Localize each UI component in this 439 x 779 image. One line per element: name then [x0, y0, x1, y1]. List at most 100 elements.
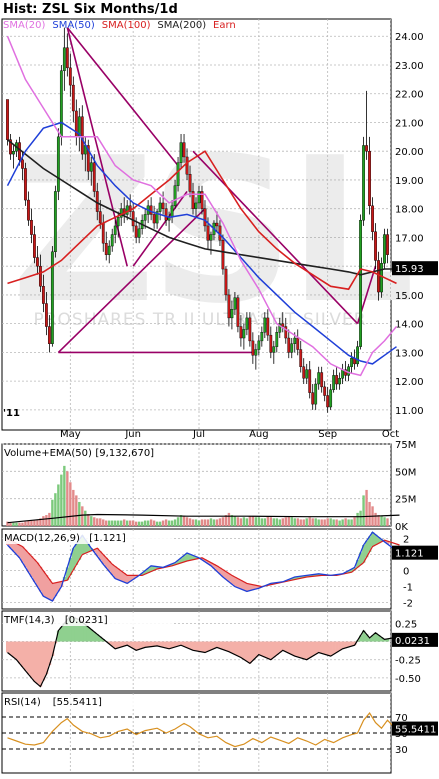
volume-bar: [66, 471, 68, 526]
volume-bar: [359, 511, 361, 526]
tmf-area-bar: [272, 642, 275, 658]
candle-body: [114, 226, 116, 235]
tmf-area-bar: [251, 642, 254, 661]
legend-sma200: SMA(200): [157, 20, 206, 31]
volume-bar: [123, 519, 125, 526]
tmf-label-value: [0.0231]: [65, 615, 108, 626]
macd-value-badge: 1.121: [395, 549, 424, 560]
volume-bar: [267, 516, 269, 526]
tmf-area-bar: [60, 627, 63, 642]
tmf-area-bar: [209, 642, 212, 650]
candle-body: [237, 298, 239, 327]
candle-body: [300, 350, 302, 367]
tmf-area-bar: [165, 642, 168, 649]
tmf-area-bar: [284, 642, 287, 652]
tmf-area-bar: [305, 642, 308, 660]
volume-bar: [222, 517, 224, 526]
rsi-tick-label: 30: [395, 745, 408, 756]
candle-body: [69, 68, 71, 85]
macd-tick-label: 0: [403, 567, 409, 578]
volume-bar: [129, 521, 131, 526]
tmf-area-bar: [335, 642, 338, 653]
tmf-area-bar: [192, 642, 195, 651]
volume-bar: [288, 516, 290, 526]
volume-bar: [87, 514, 89, 526]
candle-body: [126, 206, 128, 215]
macd-histogram-bar: [42, 571, 45, 596]
candle-body: [276, 332, 278, 346]
candle-body: [267, 318, 269, 335]
tmf-area-bar: [195, 642, 198, 651]
tmf-area-bar: [18, 642, 21, 664]
volume-bar: [306, 518, 308, 526]
volume-bar: [75, 495, 77, 526]
volume-bar: [320, 519, 322, 526]
tmf-area-bar: [254, 642, 257, 658]
candle-body: [63, 48, 65, 71]
candle-body: [225, 269, 227, 295]
tmf-area-bar: [329, 642, 332, 657]
candle-body: [228, 295, 230, 318]
candle-body: [165, 209, 167, 220]
volume-bar: [219, 518, 221, 526]
volume-bar: [72, 490, 74, 526]
tmf-area-bar: [287, 642, 290, 654]
candle-body: [111, 235, 113, 246]
volume-bar: [165, 519, 167, 526]
candle-body: [198, 191, 200, 202]
candle-body: [320, 373, 322, 387]
month-label: May: [60, 429, 81, 440]
volume-bar: [162, 521, 164, 526]
candle-body: [291, 344, 293, 353]
candle-body: [317, 373, 319, 384]
tmf-area-bar: [269, 642, 272, 660]
volume-bar: [282, 518, 284, 526]
candle-body: [60, 71, 62, 137]
candle-body: [383, 235, 385, 264]
year-label: '11: [3, 408, 20, 419]
candle-body: [338, 378, 340, 384]
tmf-area-bar: [257, 642, 260, 655]
tmf-area-bar: [233, 642, 236, 655]
tmf-tick-label: -0.25: [395, 656, 421, 667]
volume-bar: [51, 500, 53, 526]
tmf-area-bar: [314, 642, 317, 655]
candle-body: [368, 151, 370, 206]
tmf-area-bar: [15, 642, 18, 660]
volume-bar: [12, 523, 14, 526]
tmf-area-bar: [206, 642, 209, 652]
volume-bar: [300, 519, 302, 526]
candle-body: [216, 223, 218, 226]
tmf-area-bar: [33, 642, 36, 682]
volume-bar: [156, 522, 158, 526]
volume-tick-label: 50M: [395, 467, 416, 478]
volume-bar: [33, 521, 35, 526]
volume-bar: [153, 521, 155, 526]
price-tick-label: 19.00: [395, 176, 424, 187]
candle-body: [326, 396, 328, 407]
price-tick-label: 17.00: [395, 233, 424, 244]
candle-body: [90, 163, 92, 172]
candle-body: [380, 263, 382, 292]
legend-earn: Earn: [213, 20, 236, 31]
candle-body: [39, 266, 41, 286]
volume-bar: [60, 475, 62, 526]
tmf-area-bar: [135, 642, 138, 651]
candle-body: [204, 209, 206, 226]
candle-body: [210, 235, 212, 241]
candle-body: [356, 347, 358, 364]
volume-bar: [258, 517, 260, 526]
tmf-area-bar: [30, 642, 33, 678]
month-label: Sep: [318, 429, 337, 440]
candle-body: [66, 48, 68, 68]
rsi-label: RSI(14): [4, 697, 41, 708]
candle-body: [120, 209, 122, 218]
tmf-area-bar: [290, 642, 293, 655]
price-tick-label: 12.00: [395, 377, 424, 388]
candle-body: [180, 143, 182, 163]
candle-body: [282, 324, 284, 327]
volume-bar: [180, 515, 182, 526]
candle-body: [72, 85, 74, 111]
volume-bar: [309, 517, 311, 526]
